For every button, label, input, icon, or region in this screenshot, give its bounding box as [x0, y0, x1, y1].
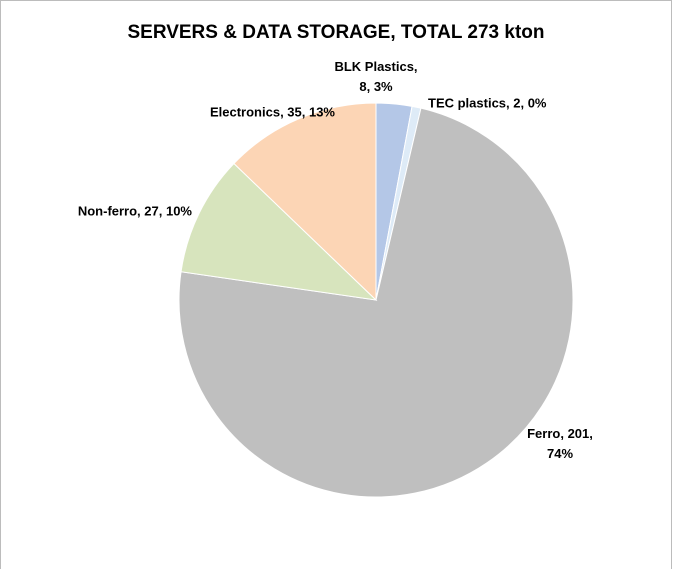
- pie-slice: [178, 107, 574, 498]
- data-label: BLK Plastics, 8, 3%: [334, 59, 417, 94]
- data-label: Electronics, 35, 13%: [210, 104, 335, 119]
- data-label-line: 74%: [547, 446, 573, 461]
- chart-title: SERVERS & DATA STORAGE, TOTAL 273 kton: [127, 22, 544, 43]
- pie-slice: [233, 102, 377, 302]
- data-label-line: BLK Plastics,: [334, 59, 417, 74]
- data-label: Ferro, 201, 74%: [527, 426, 593, 461]
- pie-slice: [180, 162, 378, 301]
- data-label: TEC plastics, 2, 0%: [428, 95, 547, 110]
- data-label-line: 8, 3%: [359, 79, 393, 94]
- data-label: Non-ferro, 27, 10%: [78, 203, 193, 218]
- data-label-line: Ferro, 201,: [527, 426, 593, 441]
